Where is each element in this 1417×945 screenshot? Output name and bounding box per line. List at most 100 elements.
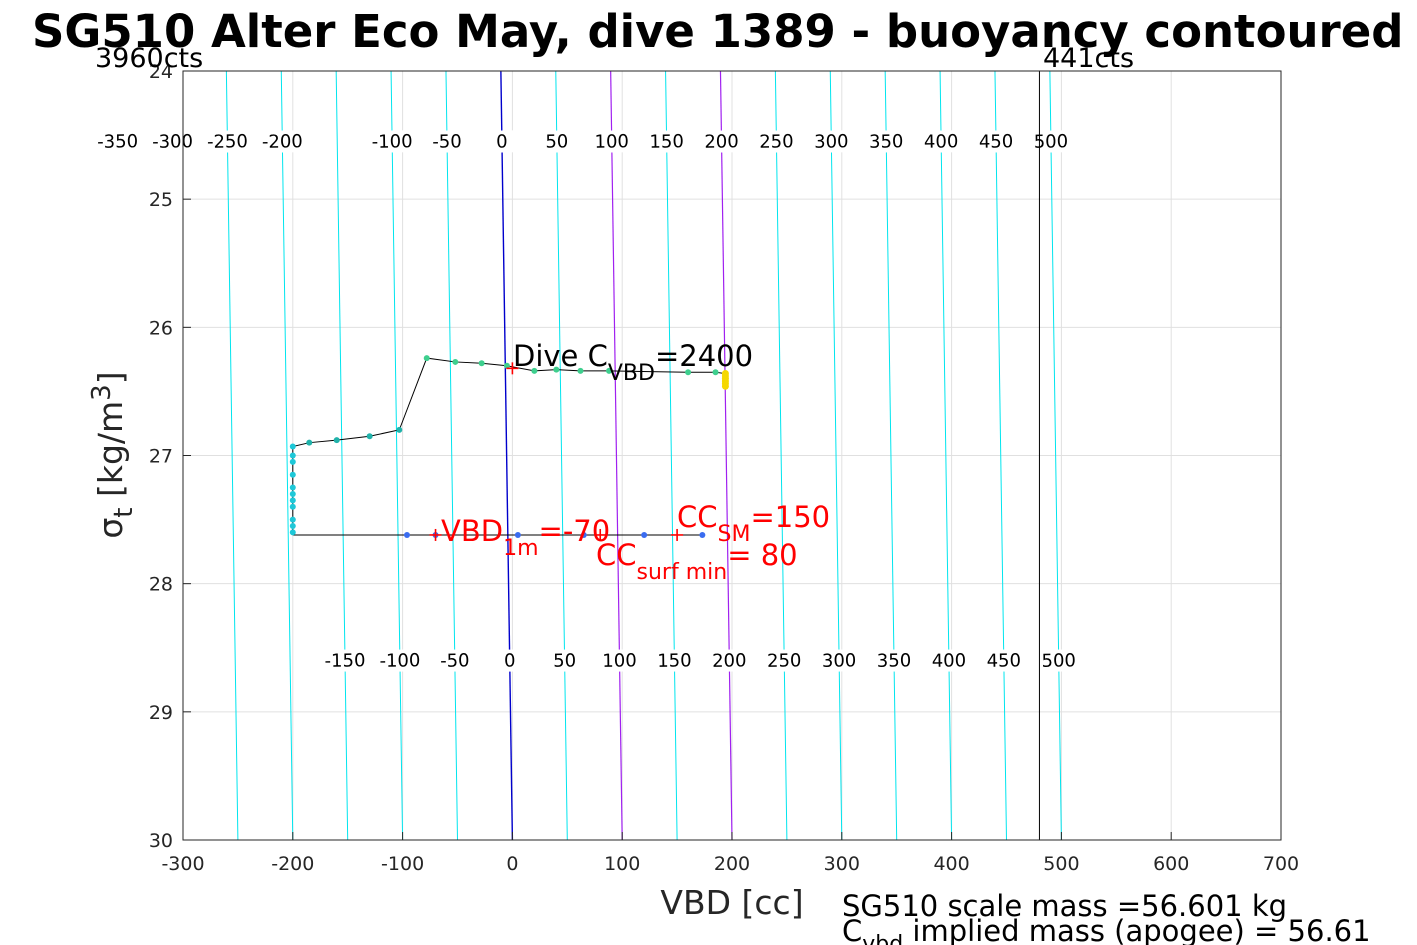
contour-label: 350	[869, 131, 904, 153]
contour-label-backdrop	[320, 649, 370, 672]
contour-label: 150	[649, 131, 684, 153]
contour-label-backdrop	[430, 649, 479, 672]
dive-point	[531, 367, 538, 374]
contour-label: 100	[594, 131, 629, 153]
contour-label: 200	[712, 650, 747, 672]
dive-traces	[289, 355, 729, 538]
dive-point	[289, 497, 296, 504]
x-tick-label: 200	[714, 853, 750, 875]
contour-line	[884, 71, 898, 840]
x-tick-label: -200	[271, 853, 314, 875]
contour-label-backdrop	[532, 130, 581, 153]
y-tick-label: 30	[149, 830, 173, 852]
contour-label: -100	[379, 650, 420, 672]
climb-point	[403, 531, 410, 538]
dive-point	[289, 484, 296, 491]
contour-label: 150	[657, 650, 692, 672]
dive-point	[289, 529, 296, 536]
contour-label-backdrop	[869, 649, 919, 672]
dive-point	[366, 433, 373, 440]
contour-label-backdrop	[258, 130, 307, 153]
dive-point	[478, 360, 485, 367]
contour-label: -100	[372, 131, 413, 153]
apogee-point	[721, 382, 729, 390]
contour-label-backdrop	[979, 649, 1028, 672]
y-tick-label: 28	[149, 574, 173, 596]
cc-surf-min-post: = 80	[727, 538, 797, 572]
scale-mass-text: SG510 scale mass =56.601 kg	[842, 889, 1287, 923]
dive-point	[423, 355, 430, 362]
cc-sm-pre: CC	[677, 500, 718, 534]
contour-label-backdrop	[807, 130, 856, 153]
contour-line	[665, 71, 678, 840]
contour-label-backdrop	[697, 130, 746, 153]
contour-line	[994, 71, 1007, 840]
dive-cvbd-post: =2400	[655, 339, 753, 373]
contour-line	[445, 71, 458, 840]
contour-label-backdrop	[93, 130, 142, 153]
cc-sm-post: =150	[750, 500, 830, 534]
contour-label-backdrop	[587, 130, 636, 153]
contour-line	[7, 71, 19, 840]
contour-line	[280, 71, 294, 840]
contour-label-backdrop	[367, 130, 417, 153]
implied-mass-pre: C	[842, 914, 862, 945]
vbd-1m-annotation: VBD1m=-70	[441, 514, 610, 561]
contour-label-backdrop	[916, 130, 966, 153]
contour-line	[555, 71, 568, 840]
dive-point	[396, 426, 403, 433]
contour-line	[225, 71, 239, 840]
cc-sm-marker	[671, 528, 684, 541]
contour-label-backdrop	[148, 130, 197, 153]
axis-ticks: -300 -200 -100 0 100 200 300 400 500 600 700242526…	[149, 61, 1299, 875]
counts-right-label: 441cts	[1043, 43, 1134, 74]
contour-label: 400	[932, 650, 967, 672]
vbd-1m-pre: VBD	[441, 514, 503, 548]
dive-point	[289, 522, 296, 529]
cc-sm-sub: SM	[718, 522, 751, 547]
y-tick-label: 29	[149, 702, 173, 724]
contour-line	[719, 71, 733, 840]
x-tick-label: 100	[604, 853, 640, 875]
contour-label-backdrop	[485, 649, 534, 672]
contour-label: -350	[97, 131, 138, 153]
contour-label-backdrop	[375, 649, 425, 672]
contour-label-backdrop	[814, 649, 864, 672]
y-axis-label: σt [kg/m3]	[87, 371, 139, 538]
contour-label: 50	[553, 650, 576, 671]
dive-point	[289, 443, 296, 450]
dive-point	[289, 490, 296, 497]
contour-label-backdrop	[752, 130, 801, 153]
contour-label-backdrop	[540, 649, 589, 672]
vbd-1m-post: =-70	[539, 514, 611, 548]
contour-label: -50	[432, 131, 462, 152]
contour-label-backdrop	[203, 130, 252, 153]
implied-mass-sub: vbd	[862, 932, 903, 945]
dive-point	[685, 369, 692, 376]
contour-label: 250	[767, 650, 802, 672]
contour-label-backdrop	[650, 649, 699, 672]
cc-surf-min-pre: CC	[596, 538, 637, 572]
contour-label-backdrop	[924, 649, 974, 672]
contour-line	[939, 71, 953, 840]
implied-mass-text: Cvbd implied mass (apogee) = 56.61	[842, 914, 1371, 945]
x-tick-label: 600	[1153, 853, 1189, 875]
x-tick-label: 300	[824, 853, 860, 875]
contour-label-backdrop	[1034, 649, 1083, 672]
implied-mass-post: implied mass (apogee) = 56.61	[903, 914, 1370, 945]
dive-point	[289, 503, 296, 510]
contour-line	[610, 71, 623, 840]
contour-label: 200	[704, 131, 739, 153]
contour-line	[774, 71, 788, 840]
contour-label: -300	[152, 131, 193, 153]
contour-label: -150	[324, 650, 365, 672]
x-tick-label: 0	[506, 853, 518, 875]
dive-point	[289, 516, 296, 523]
contour-labels: -350 -300 -250 -200 -100 -50 0 50 100 150 200 250 30…	[93, 130, 1083, 672]
cc-sm-annotation: CCSM=150	[677, 500, 830, 547]
dive-point	[503, 362, 510, 369]
contour-label-backdrop	[971, 130, 1021, 153]
y-tick-label: 27	[149, 446, 173, 468]
contour-label-backdrop	[642, 130, 691, 153]
